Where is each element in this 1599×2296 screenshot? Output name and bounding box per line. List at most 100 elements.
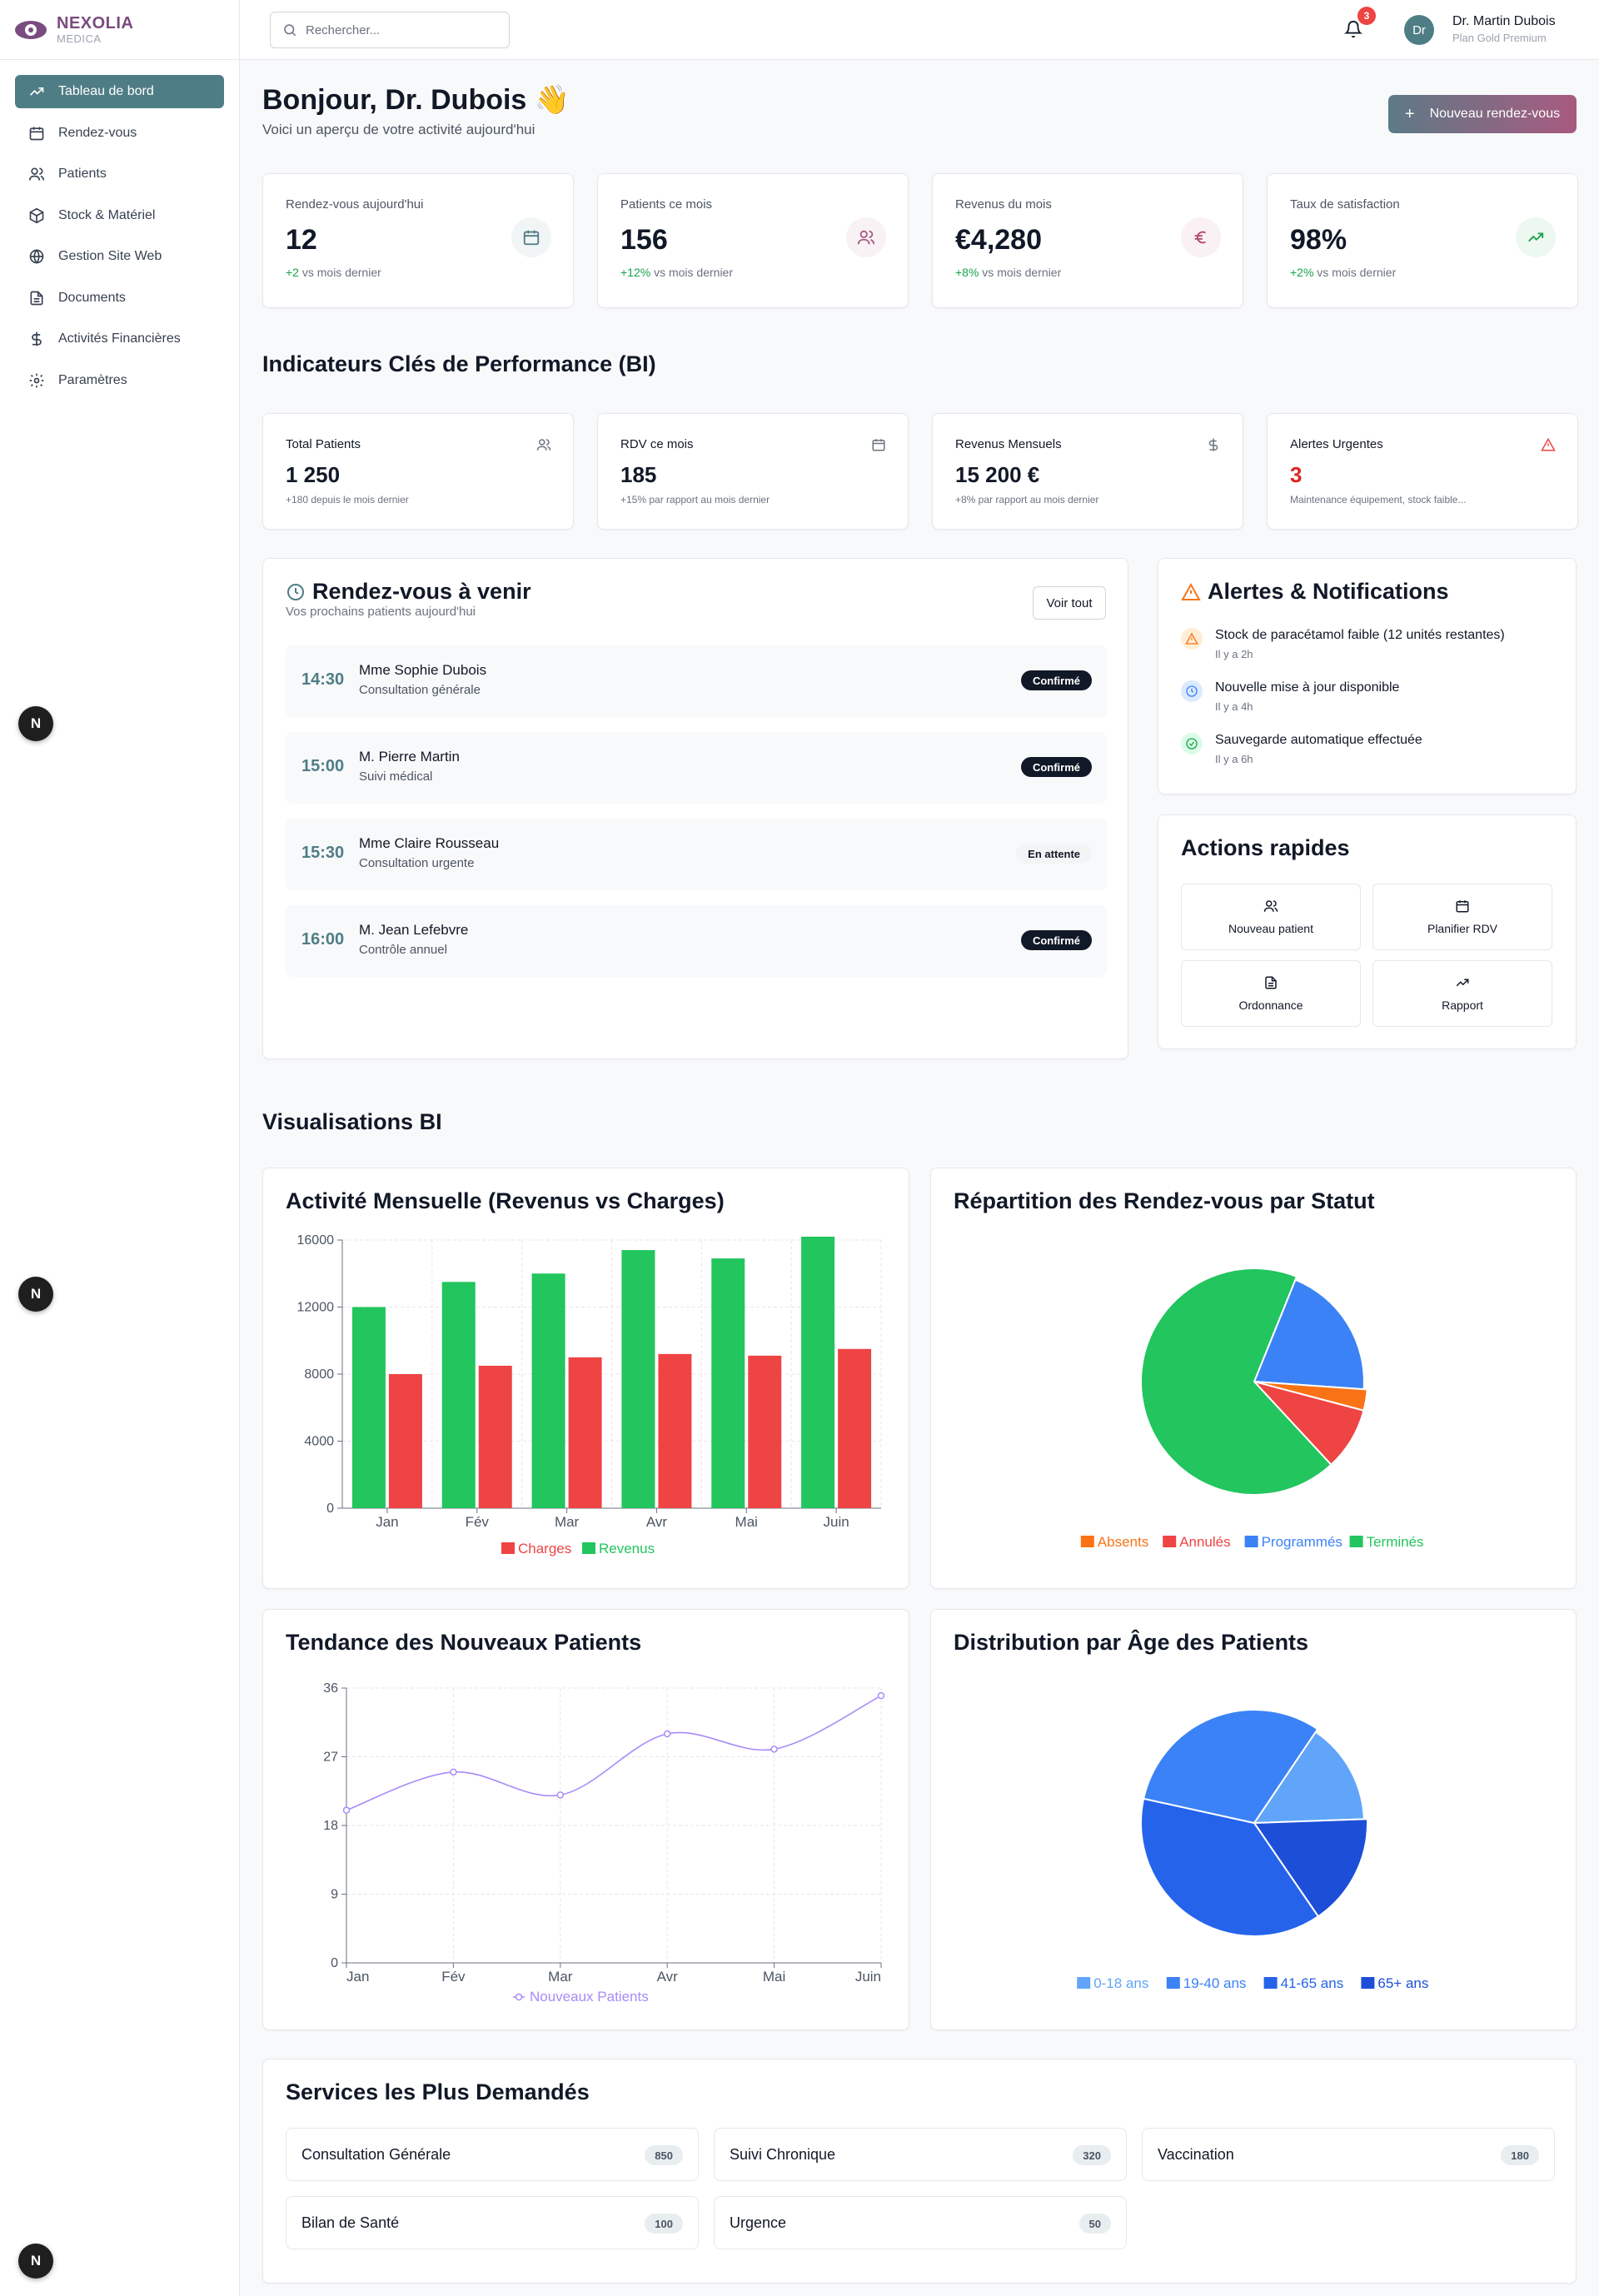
sidebar-item-label: Patients [58, 167, 107, 181]
y-tick-label: 12000 [297, 1301, 335, 1315]
stat-change-value: +12% [620, 266, 651, 279]
stat-value: 98% [1290, 224, 1347, 256]
bar-charges[interactable] [748, 1355, 782, 1508]
alert-text: Sauvegarde automatique effectuée [1215, 733, 1422, 747]
sidebar-item-parametres[interactable]: Paramètres [15, 364, 224, 397]
age-pie-chart: 0-18 ans 19-40 ans 41-65 ans 65+ ans [1077, 1709, 1428, 1991]
service-item[interactable]: Vaccination 180 [1142, 2128, 1555, 2181]
kpi-icon [536, 437, 551, 452]
calendar-icon [523, 230, 540, 246]
data-point[interactable] [877, 1691, 885, 1700]
data-point[interactable] [663, 1730, 671, 1738]
sidebar-item-label: Gestion Site Web [58, 249, 162, 263]
stat-change-text: vs mois dernier [650, 266, 734, 279]
bar-revenus[interactable] [441, 1282, 476, 1508]
floating-n-badge[interactable]: N [18, 1277, 53, 1312]
stat-icon [846, 217, 886, 257]
quick-actions-title: Actions rapides [1181, 835, 1350, 860]
appointment-status-chart-card: Répartition des Rendez-vous par Statut A… [930, 1168, 1577, 1589]
service-name: Bilan de Santé [301, 2214, 400, 2231]
bar-revenus[interactable] [711, 1258, 745, 1508]
calendar-icon [1456, 900, 1469, 913]
quick-action-button[interactable]: Ordonnance [1181, 960, 1361, 1027]
pie-slice[interactable] [1253, 1731, 1365, 1825]
kpi-subtext: Maintenance équipement, stock faible... [1290, 494, 1467, 506]
legend-label: Programmés [1262, 1534, 1342, 1550]
stat-change-value: +2 [286, 266, 299, 279]
appointment-type: Consultation générale [359, 683, 481, 697]
service-item[interactable]: Urgence 50 [714, 2196, 1127, 2249]
legend-label: Charges [518, 1541, 571, 1556]
kpi-value: 185 [620, 462, 657, 487]
sidebar-item-activites-financieres[interactable]: Activités Financières [15, 322, 224, 356]
alert-icon [1181, 733, 1203, 755]
data-point[interactable] [770, 1746, 778, 1753]
bar-charges[interactable] [388, 1374, 422, 1508]
appointment-row[interactable]: 16:00 M. Jean Lefebvre Contrôle annuel C… [286, 905, 1107, 977]
patient-name: M. Jean Lefebvre [359, 922, 469, 938]
quick-action-button[interactable]: Nouveau patient [1181, 884, 1361, 950]
avatar[interactable]: Dr [1404, 15, 1434, 45]
brand[interactable]: NEXOLIA MEDICA [0, 0, 239, 60]
notification-bell[interactable] [1343, 20, 1363, 38]
data-point[interactable] [342, 1806, 351, 1814]
quick-action-button[interactable]: Planifier RDV [1372, 884, 1552, 950]
chart-title: Répartition des Rendez-vous par Statut [954, 1188, 1375, 1213]
kpi-subtext: +15% par rapport au mois dernier [620, 494, 770, 506]
floating-n-badge[interactable]: N [18, 706, 53, 741]
bar-revenus[interactable] [801, 1236, 835, 1508]
search-input[interactable] [306, 22, 489, 37]
quick-action-button[interactable]: Rapport [1372, 960, 1552, 1027]
appointment-type: Contrôle annuel [359, 943, 447, 957]
stat-change: +2% vs mois dernier [1290, 266, 1396, 279]
sidebar-item-tableau-de-bord[interactable]: Tableau de bord [15, 75, 224, 108]
stat-card: Revenus du mois €4,280 +8% vs mois derni… [932, 173, 1243, 308]
new-appointment-button[interactable]: + Nouveau rendez-vous [1388, 95, 1577, 133]
data-point[interactable] [450, 1768, 457, 1776]
kpi-value: 1 250 [286, 462, 341, 487]
service-item[interactable]: Bilan de Santé 100 [286, 2196, 699, 2249]
y-tick-label: 8000 [304, 1367, 334, 1382]
legend-swatch [1163, 1536, 1177, 1547]
appointment-row[interactable]: 14:30 Mme Sophie Dubois Consultation gén… [286, 645, 1107, 717]
line-chart: 0 9 18 27 36 Jan Fév Mar Avr Mai Juin Nouveaux Pati… [323, 1681, 885, 2005]
bar-charges[interactable] [478, 1365, 512, 1508]
kpi-value: 3 [1290, 462, 1303, 487]
sidebar-item-stock-materiel[interactable]: Stock & Matériel [15, 199, 224, 232]
sidebar-item-rendez-vous[interactable]: Rendez-vous [15, 117, 224, 150]
sidebar-item-patients[interactable]: Patients [15, 157, 224, 191]
y-tick-label: 0 [331, 1956, 338, 1970]
service-item[interactable]: Consultation Générale 850 [286, 2128, 699, 2181]
floating-n-badge[interactable]: N [18, 2244, 53, 2279]
bar-revenus[interactable] [531, 1273, 565, 1508]
page-title: Bonjour, Dr. Dubois 👋 [262, 84, 570, 116]
appointment-time: 15:30 [301, 844, 345, 862]
kpi-icon [871, 437, 886, 452]
data-point[interactable] [556, 1791, 565, 1799]
sidebar-item-documents[interactable]: Documents [15, 281, 224, 315]
patient-name: M. Pierre Martin [359, 749, 460, 765]
service-item[interactable]: Suivi Chronique 320 [714, 2128, 1127, 2181]
pie-slice[interactable] [1142, 1709, 1319, 1825]
appointment-row[interactable]: 15:00 M. Pierre Martin Suivi médical Con… [286, 732, 1107, 804]
pie-slice[interactable] [1140, 1797, 1320, 1937]
bar-revenus[interactable] [351, 1307, 386, 1509]
pie-slice[interactable] [1140, 1268, 1332, 1496]
appointment-row[interactable]: 15:30 Mme Claire Rousseau Consultation u… [286, 819, 1107, 890]
bar-charges[interactable] [838, 1348, 872, 1508]
stat-change-value: +8% [955, 266, 979, 279]
see-all-button[interactable]: Voir tout [1033, 586, 1106, 620]
check-circle-icon [1186, 738, 1198, 750]
pie-slice[interactable] [1253, 1818, 1368, 1918]
pie-slice[interactable] [1253, 1278, 1365, 1391]
search-box[interactable] [270, 12, 510, 48]
bar-revenus[interactable] [621, 1250, 655, 1508]
bar-charges[interactable] [658, 1353, 692, 1508]
status-pie-chart: Absents Annulés Programmés Terminés [1080, 1268, 1424, 1550]
bar-charges[interactable] [568, 1357, 602, 1508]
kpi-subtext: +180 depuis le mois dernier [286, 494, 409, 506]
trending-up-icon [1528, 232, 1544, 242]
package-icon [29, 207, 44, 223]
kpi-card: Total Patients 1 250 +180 depuis le mois… [262, 413, 574, 530]
sidebar-item-gestion-site-web[interactable]: Gestion Site Web [15, 240, 224, 273]
